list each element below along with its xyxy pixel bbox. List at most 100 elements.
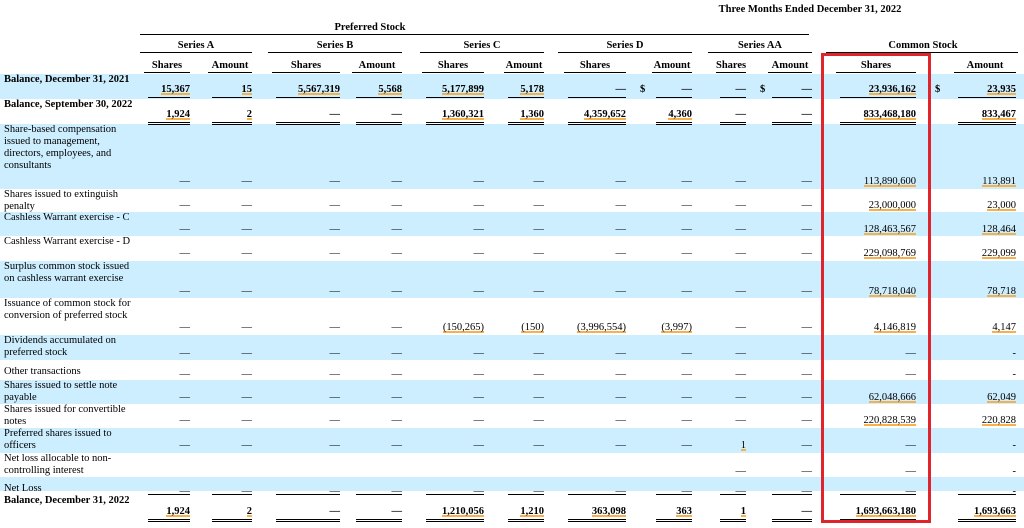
- table-cell: —: [801, 486, 813, 497]
- period-header: Three Months Ended December 31, 2022: [718, 4, 902, 15]
- table-cell: 1,360,321: [442, 109, 484, 120]
- table-cell: —: [533, 415, 545, 426]
- amount-subheader: Amount: [954, 60, 1016, 73]
- amount-subheader: Amount: [768, 60, 812, 73]
- table-cell: —: [905, 486, 917, 497]
- table-cell: (150,265): [442, 322, 484, 333]
- table-cell: —: [735, 348, 747, 359]
- table-cell: —: [391, 286, 403, 297]
- table-cell: —: [179, 248, 191, 259]
- row-label: Shares issued for convertible notes: [4, 404, 126, 427]
- table-cell: —: [329, 200, 341, 211]
- table-cell: —: [473, 224, 485, 235]
- amount-subheader: Amount: [352, 60, 402, 73]
- table-cell: —: [533, 486, 545, 497]
- table-cell: —: [179, 176, 191, 187]
- row-label: Balance, September 30, 2022: [4, 99, 133, 110]
- series-c-header: Series C: [463, 40, 501, 51]
- table-cell: —: [615, 486, 627, 497]
- table-cell: —: [615, 248, 627, 259]
- table-cell: —: [329, 248, 341, 259]
- table-cell: —: [241, 176, 253, 187]
- dollar-sign: $: [760, 84, 766, 95]
- table-cell: (150): [521, 322, 544, 333]
- series-aa-header: Series AA: [737, 40, 783, 51]
- table-cell: 4,146,819: [874, 322, 916, 333]
- table-cell: —: [681, 176, 693, 187]
- row-label: Dividends accumulated on preferred stock: [4, 335, 116, 358]
- table-cell: 23,000,000: [868, 200, 916, 211]
- table-cell: —: [801, 84, 813, 95]
- table-cell: 5,177,899: [442, 84, 484, 95]
- table-cell: 78,718,040: [868, 286, 916, 297]
- table-cell: —: [681, 248, 693, 259]
- dollar-sign: $: [935, 84, 941, 95]
- common-stock-header: Common Stock: [888, 40, 958, 51]
- table-cell: —: [905, 440, 917, 451]
- table-cell: —: [473, 486, 485, 497]
- shares-subheader: Shares: [836, 60, 916, 73]
- table-cell: —: [735, 486, 747, 497]
- table-cell: —: [329, 506, 341, 517]
- table-cell: (3,997): [661, 322, 692, 333]
- table-cell: —: [241, 322, 253, 333]
- table-cell: 5,567,319: [298, 84, 340, 95]
- row-label: Net Loss: [4, 483, 42, 494]
- table-cell: —: [615, 369, 627, 380]
- table-cell: —: [473, 440, 485, 451]
- table-cell: —: [681, 224, 693, 235]
- table-cell: —: [179, 286, 191, 297]
- table-cell: 1,693,663: [974, 506, 1016, 517]
- table-cell: —: [905, 466, 917, 477]
- table-cell: —: [735, 109, 747, 120]
- table-cell: 2: [246, 109, 252, 120]
- table-cell: —: [241, 392, 253, 403]
- table-cell: -: [1012, 486, 1017, 497]
- table-cell: —: [533, 248, 545, 259]
- table-cell: —: [735, 224, 747, 235]
- table-cell: -: [1012, 348, 1017, 359]
- table-cell: —: [615, 348, 627, 359]
- table-cell: —: [735, 286, 747, 297]
- table-cell: —: [735, 392, 747, 403]
- row-label: Surplus common stock issued on cashless …: [4, 261, 130, 284]
- table-cell: —: [615, 392, 627, 403]
- row-label: Balance, December 31, 2022: [4, 495, 130, 506]
- table-cell: —: [533, 440, 545, 451]
- table-cell: —: [735, 466, 747, 477]
- table-cell: 113,890,600: [863, 176, 916, 187]
- shares-subheader: Shares: [422, 60, 484, 73]
- table-cell: —: [391, 440, 403, 451]
- table-cell: —: [615, 224, 627, 235]
- table-cell: —: [179, 348, 191, 359]
- table-cell: 1,924: [166, 109, 190, 120]
- shares-subheader: Shares: [272, 60, 340, 73]
- table-cell: 2: [246, 506, 252, 517]
- table-cell: —: [241, 248, 253, 259]
- table-cell: —: [801, 369, 813, 380]
- table-cell: 5,568: [378, 84, 402, 95]
- table-cell: —: [801, 286, 813, 297]
- table-cell: —: [735, 322, 747, 333]
- table-cell: —: [533, 286, 545, 297]
- table-cell: —: [735, 84, 747, 95]
- amount-subheader: Amount: [652, 60, 692, 73]
- table-cell: —: [329, 369, 341, 380]
- table-cell: —: [801, 176, 813, 187]
- table-cell: —: [681, 415, 693, 426]
- table-cell: —: [615, 440, 627, 451]
- table-cell: —: [801, 348, 813, 359]
- table-cell: —: [329, 348, 341, 359]
- row-label: Balance, December 31, 2021: [4, 74, 130, 85]
- table-cell: —: [905, 369, 917, 380]
- series-a-header: Series A: [177, 40, 215, 51]
- table-cell: 62,049: [987, 392, 1016, 403]
- table-cell: —: [533, 200, 545, 211]
- table-cell: —: [241, 415, 253, 426]
- row-label: Issuance of common stock for conversion …: [4, 298, 131, 321]
- table-cell: —: [179, 200, 191, 211]
- table-cell: —: [681, 369, 693, 380]
- table-cell: —: [329, 286, 341, 297]
- row-label: Cashless Warrant exercise - D: [4, 236, 131, 247]
- table-cell: —: [533, 392, 545, 403]
